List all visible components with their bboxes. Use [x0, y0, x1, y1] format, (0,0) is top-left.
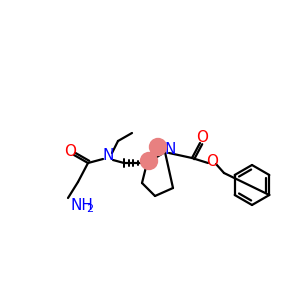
Text: 2: 2	[86, 204, 93, 214]
Text: O: O	[206, 154, 218, 169]
Text: NH: NH	[70, 199, 93, 214]
Text: N: N	[102, 148, 114, 163]
Circle shape	[140, 152, 158, 170]
Circle shape	[149, 139, 167, 155]
Text: O: O	[196, 130, 208, 146]
Text: O: O	[64, 145, 76, 160]
Text: N: N	[164, 142, 176, 157]
